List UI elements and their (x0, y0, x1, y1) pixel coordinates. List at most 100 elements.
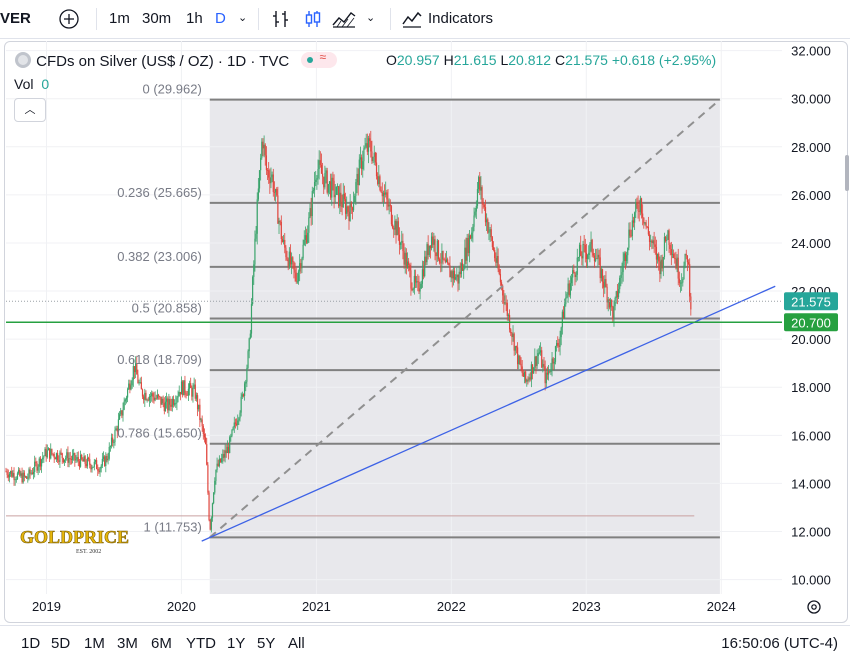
volume-label[interactable]: Vol (14, 76, 34, 92)
candle-body (309, 208, 311, 218)
candle-body (413, 275, 415, 289)
candle-body (94, 460, 97, 462)
candle-body (83, 456, 85, 462)
candle-body (347, 206, 349, 212)
range-1d[interactable]: 1D (21, 635, 41, 652)
range-ytd[interactable]: YTD (186, 635, 216, 652)
candle-body (483, 204, 485, 208)
candle-body (476, 189, 479, 206)
candle-body (339, 192, 341, 207)
candlestick-icon[interactable] (302, 8, 324, 34)
symbol-title[interactable]: CFDs on Silver (US$ / OZ) · 1D · TVC (36, 53, 290, 70)
candle-body (344, 199, 347, 214)
range-1m[interactable]: 1M (84, 635, 105, 652)
candle-body (614, 297, 616, 307)
candle-body (638, 210, 640, 212)
candle-body (659, 261, 661, 275)
candle-body (539, 350, 542, 353)
candle-body (489, 229, 491, 232)
candle-body (675, 258, 677, 269)
candle-body (272, 174, 274, 192)
candle-body (303, 239, 305, 245)
candle-body (528, 377, 530, 381)
candle-body (209, 519, 211, 530)
candle-body (492, 247, 495, 251)
candle-body (113, 442, 115, 443)
candle-body (530, 364, 532, 380)
range-5d[interactable]: 5D (51, 635, 71, 652)
interval-30m[interactable]: 30m (142, 10, 172, 27)
collapse-legend-button[interactable]: ︿ (14, 98, 46, 122)
range-6m[interactable]: 6M (151, 635, 172, 652)
bar-chart-icon[interactable] (270, 8, 292, 34)
chart-type-dropdown-icon[interactable]: ⌄ (366, 12, 376, 24)
candle-body (433, 239, 435, 245)
level-price-tag: 20.700 (791, 315, 831, 330)
candle-body (317, 169, 319, 179)
symbol-name[interactable]: VER (0, 10, 31, 27)
candle-body (538, 352, 541, 354)
candle-body (301, 258, 303, 269)
candle-body (581, 255, 583, 259)
candle-body (597, 254, 599, 260)
candle-body (244, 383, 246, 396)
candle-body (54, 457, 56, 460)
range-1y[interactable]: 1Y (227, 635, 246, 652)
candle-body (101, 458, 103, 466)
candle-body (616, 291, 619, 298)
range-5y[interactable]: 5Y (257, 635, 276, 652)
candle-body (333, 180, 335, 198)
candle-body (274, 189, 277, 193)
top-toolbar: VER 1m 30m 1h D ⌄ ⌄ Indicators (0, 0, 850, 39)
candle-body (386, 192, 388, 200)
market-status-badge[interactable]: ≈ (301, 50, 338, 68)
candle-body (480, 187, 482, 191)
candle-body (294, 269, 296, 273)
range-all[interactable]: All (288, 635, 305, 652)
candle-body (428, 245, 430, 256)
interval-dropdown-icon[interactable]: ⌄ (238, 12, 248, 24)
candle-body (512, 333, 514, 338)
candle-body (227, 446, 230, 453)
last-price-tag-bg (784, 292, 838, 311)
candle-body (118, 414, 121, 420)
candle-body (22, 472, 24, 483)
candle-body (601, 269, 604, 282)
area-chart-icon[interactable] (331, 8, 357, 34)
candle-body (488, 231, 490, 233)
candle-body (184, 380, 186, 393)
settings-gear-icon[interactable] (807, 600, 821, 614)
candle-body (518, 355, 520, 365)
candle-body (84, 456, 86, 464)
candle-body (157, 394, 160, 397)
candle-body (418, 281, 420, 292)
candle-body (252, 276, 254, 305)
interval-1m[interactable]: 1m (109, 10, 130, 27)
candle-body (651, 240, 653, 244)
candle-body (140, 382, 142, 390)
candle-body (583, 244, 585, 245)
candle-body (685, 253, 687, 256)
candle-body (38, 458, 40, 467)
range-3m[interactable]: 3M (117, 635, 138, 652)
candle-body (513, 333, 515, 351)
candle-body (234, 422, 237, 424)
candle-body (465, 247, 467, 261)
interval-1h[interactable]: 1h (186, 10, 203, 27)
interval-d[interactable]: D (215, 10, 226, 27)
add-symbol-icon[interactable] (58, 8, 80, 34)
indicators-icon[interactable] (401, 8, 423, 34)
candle-body (82, 459, 84, 462)
candle-body (551, 358, 553, 371)
candle-body (278, 220, 280, 224)
indicators-button[interactable]: Indicators (428, 10, 494, 27)
candle-body (383, 192, 386, 195)
candle-body (293, 261, 295, 270)
candle-body (323, 176, 325, 188)
candle-body (662, 256, 664, 269)
candle-body (457, 274, 459, 284)
clock-timezone[interactable]: 16:50:06 (UTC-4) (721, 635, 838, 652)
ohlc-values: O20.957 H21.615 L20.812 C21.575 +0.618 (… (386, 52, 716, 68)
y-tick-24.000: 24.000 (791, 236, 831, 251)
